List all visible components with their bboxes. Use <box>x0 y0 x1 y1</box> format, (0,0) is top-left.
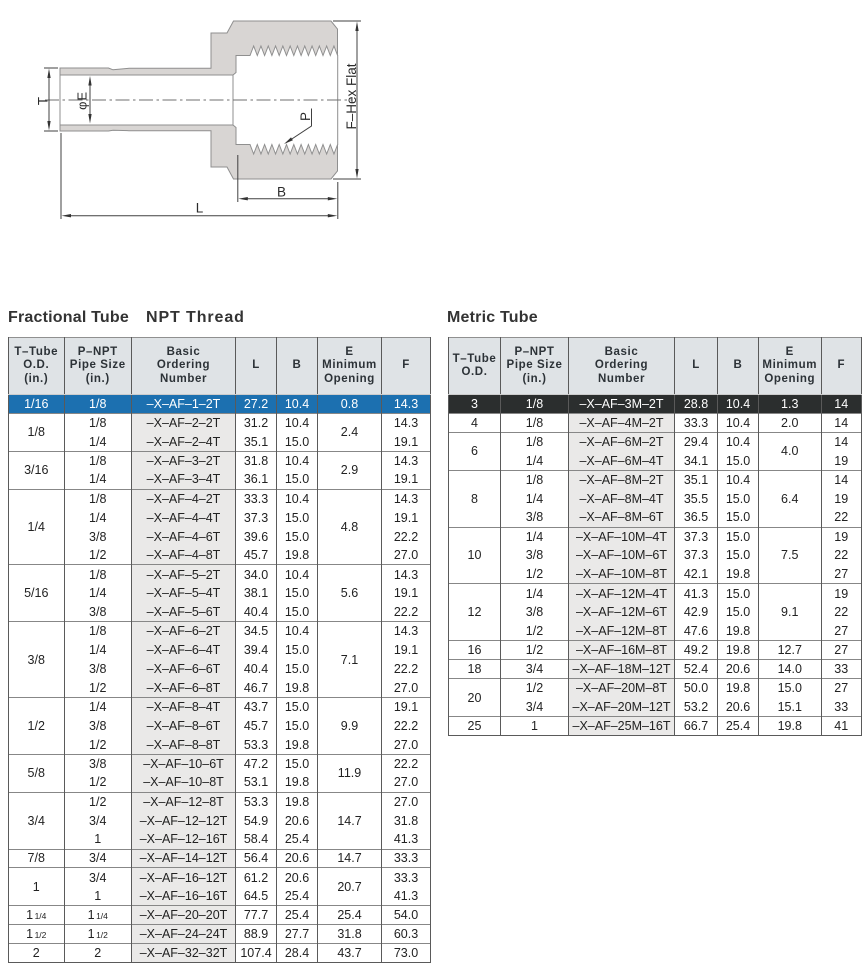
svg-text:φE: φE <box>74 91 89 110</box>
svg-text:L: L <box>196 201 204 216</box>
svg-text:B: B <box>277 185 286 200</box>
svg-text:P: P <box>298 112 313 121</box>
svg-text:F–Hex Flat: F–Hex Flat <box>344 63 359 129</box>
svg-text:T: T <box>35 97 50 105</box>
